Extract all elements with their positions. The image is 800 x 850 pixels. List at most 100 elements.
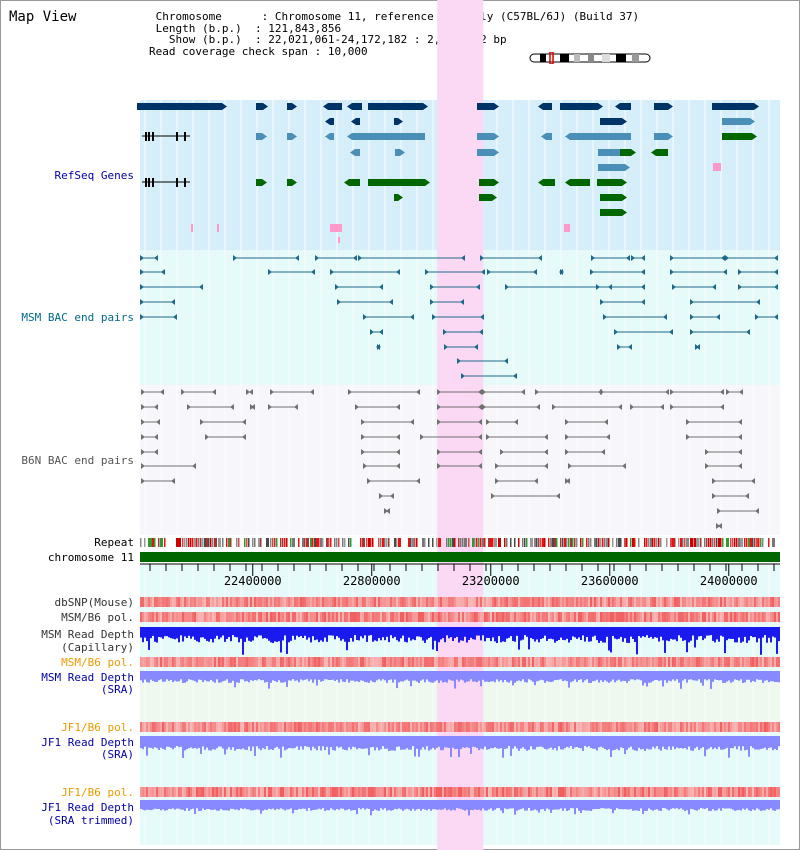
msm-bac-pair [591, 255, 630, 261]
gene-feature [479, 179, 499, 186]
repeat-label[interactable]: Repeat [94, 536, 134, 549]
gene-feature [597, 179, 627, 186]
gene-feature [394, 194, 403, 201]
msm-bac-pair [457, 358, 508, 364]
b6n-bac-pair [355, 404, 400, 410]
msm-bac-pair [600, 299, 645, 305]
msm-bac-pair [614, 329, 673, 335]
b6n-bac-pair [712, 493, 749, 499]
msm-bac-pair [738, 284, 778, 290]
jf1-b6-pol-label[interactable]: JF1/B6 pol. [61, 721, 134, 734]
gene-feature [620, 149, 636, 156]
gene-feature [598, 164, 630, 171]
axis-tick-label: 22800000 [343, 574, 401, 588]
b6n-bac-pair [187, 404, 234, 410]
msm-bac-pair [335, 284, 383, 290]
msm-b6-pol-sra-label[interactable]: MSM/B6 pol. [61, 656, 134, 669]
gene-feature [368, 179, 430, 186]
msm-bac-pair [755, 314, 778, 320]
jf1-depth-sra-track [140, 736, 780, 758]
gene-feature [256, 133, 267, 140]
b6n-bac-pair [568, 463, 626, 469]
dbsnp-label[interactable]: dbSNP(Mouse) [55, 596, 134, 609]
msm-depth-sra-label[interactable]: MSM Read Depth [41, 671, 134, 684]
msm-bac-label[interactable]: MSM BAC end pairs [21, 311, 134, 324]
view-title: Map View [9, 9, 77, 25]
b6n-bac-pair [482, 389, 525, 395]
refseq-genes-label[interactable]: RefSeq Genes [55, 169, 134, 182]
gene-model [142, 132, 190, 141]
msm-bac-pair [590, 269, 645, 275]
msm-bac-pair [480, 255, 542, 261]
chromosome-track-label[interactable]: chromosome 11 [48, 551, 134, 564]
gene-feature [479, 194, 497, 201]
gene-feature [712, 103, 759, 110]
chromosome-ideogram-icon[interactable] [528, 52, 652, 64]
b6n-bac-pair [716, 523, 722, 529]
b6n-bac-pair [565, 434, 610, 440]
msm-bac-pair [690, 314, 720, 320]
msm-bac-pair [430, 299, 464, 305]
chromosome-bar [140, 552, 780, 562]
gene-feature [287, 179, 297, 186]
b6n-bac-pair [670, 389, 724, 395]
gene-feature [287, 103, 297, 110]
b6n-bac-pair [482, 404, 540, 410]
gene-pink-mark [564, 224, 570, 232]
jf1-depth-trim-label[interactable]: JF1 Read Depth [41, 801, 134, 814]
msm-bac-pair [690, 299, 760, 305]
gene-pink-mark [330, 224, 342, 232]
b6n-bac-pair [437, 404, 482, 410]
jf1-depth-sra-label[interactable]: JF1 Read Depth [41, 736, 134, 749]
b6n-bac-pair [361, 434, 400, 440]
msm-depth-capillary-label[interactable]: MSM Read Depth [41, 628, 134, 641]
jf1-depth-trim-sub: (SRA trimmed) [48, 814, 134, 827]
msm-depth-capillary-sub: (Capillary) [61, 641, 134, 654]
msm-depth-sra-sub: (SRA) [101, 683, 134, 696]
highlight-region [437, 0, 484, 850]
axis-tick-label: 24000000 [700, 574, 758, 588]
b6n-bac-pair [437, 419, 482, 425]
gene-feature [477, 133, 499, 140]
msm-bac-pair [670, 255, 725, 261]
b6n-bac-pair [268, 404, 298, 410]
b6n-bac-pair [686, 434, 742, 440]
msm-bac-pair [461, 373, 517, 379]
msm-bac-pair [268, 269, 315, 275]
gene-feature [565, 133, 631, 140]
coverage-span-value: 10,000 [327, 44, 368, 58]
b6n-bac-pair [367, 478, 420, 484]
gene-feature [347, 103, 362, 110]
b6n-bac-pair [181, 389, 216, 395]
jf1-depth-trim-track [140, 800, 780, 816]
msm-bac-pair [140, 314, 177, 320]
b6n-bac-pair [200, 419, 246, 425]
b6n-bac-pair [705, 449, 742, 455]
jf1-depth-sra-sub: (SRA) [101, 748, 134, 761]
gene-pink-mark [191, 224, 193, 232]
jf1-b6-pol-trim-label[interactable]: JF1/B6 pol. [61, 786, 134, 799]
msm-b6-pol-label[interactable]: MSM/B6 pol. [61, 611, 134, 624]
b6n-bac-pair [250, 404, 255, 410]
gene-feature [137, 103, 227, 110]
b6n-bac-pair [437, 389, 482, 395]
msm-bac-pair [370, 329, 383, 335]
gene-model [142, 178, 190, 187]
gene-feature [722, 133, 757, 140]
b6n-bac-pair [437, 449, 482, 455]
gene-feature [256, 103, 268, 110]
b6n-bac-pair [205, 434, 246, 440]
msm-bac-pair [358, 255, 465, 261]
length-value: 121,843,856 [268, 21, 342, 35]
show-label: Show (b.p.) [149, 33, 255, 46]
gene-feature [541, 133, 552, 140]
b6n-bac-pair [495, 478, 538, 484]
b6n-bac-label[interactable]: B6N BAC end pairs [21, 454, 134, 467]
gene-feature [477, 149, 499, 156]
b6n-bac-pair [246, 389, 253, 395]
gene-feature [538, 179, 555, 186]
gene-feature [350, 149, 360, 156]
b6n-bac-pair [141, 434, 158, 440]
